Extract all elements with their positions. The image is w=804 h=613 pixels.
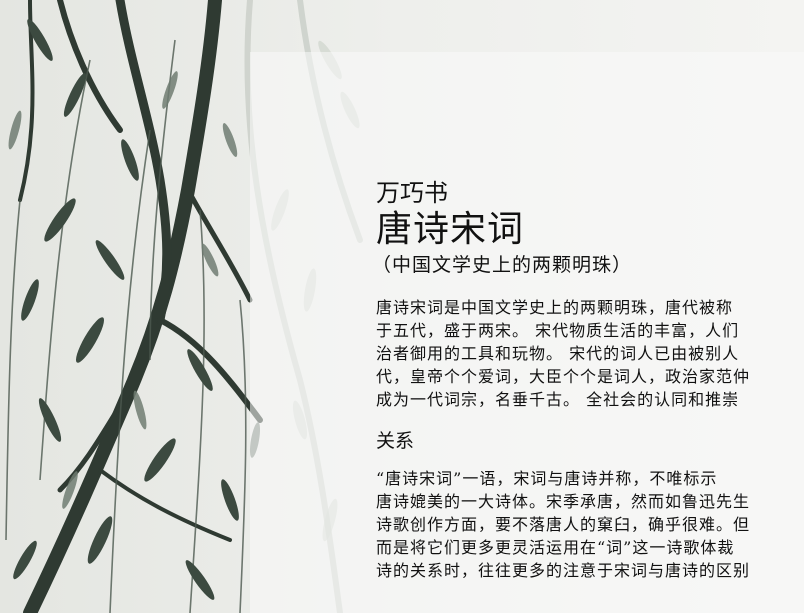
intro-line: 代，皇帝个个爱词，大臣个个是词人，政治家范仲 bbox=[376, 367, 751, 386]
intro-line: 成为一代词宗，名垂千古。 全社会的认同和推崇 bbox=[376, 390, 740, 409]
article-title: 唐诗宋词 bbox=[376, 209, 525, 250]
relation-paragraph: “唐诗宋词”一语，宋词与唐诗并称，不唯标示 唐诗媲美的一大诗体。宋季承唐，然而如… bbox=[376, 467, 804, 582]
article-author: 万巧书 bbox=[376, 179, 448, 207]
relation-line: 诗歌创作方面，要不落唐人的窠臼，确乎很难。但 bbox=[376, 515, 751, 534]
article-subtitle: （中国文学史上的两颗明珠） bbox=[376, 254, 633, 276]
text-backdrop-panel bbox=[250, 52, 804, 613]
intro-line: 唐诗宋词是中国文学史上的两颗明珠，唐代被称 bbox=[376, 298, 734, 317]
intro-paragraph: 唐诗宋词是中国文学史上的两颗明珠，唐代被称 于五代，盛于两宋。 宋代物质生活的丰… bbox=[376, 296, 804, 411]
relation-line: “唐诗宋词”一语，宋词与唐诗并称，不唯标示 bbox=[376, 469, 718, 488]
intro-line: 于五代，盛于两宋。 宋代物质生活的丰富，人们 bbox=[376, 321, 740, 340]
intro-line: 治者御用的工具和玩物。 宋代的词人已由被别人 bbox=[376, 344, 740, 363]
section-heading-relation: 关系 bbox=[376, 430, 415, 452]
relation-line: 而是将它们更多更灵活运用在“词”这一诗歌体裁 bbox=[376, 538, 735, 557]
relation-line: 唐诗媲美的一大诗体。宋季承唐，然而如鲁迅先生 bbox=[376, 492, 751, 511]
relation-line: 诗的关系时，往往更多的注意于宋词与唐诗的区别 bbox=[376, 561, 751, 580]
article: 万巧书 唐诗宋词 （中国文学史上的两颗明珠） 唐诗宋词是中国文学史上的两颗明珠，… bbox=[376, 178, 804, 613]
